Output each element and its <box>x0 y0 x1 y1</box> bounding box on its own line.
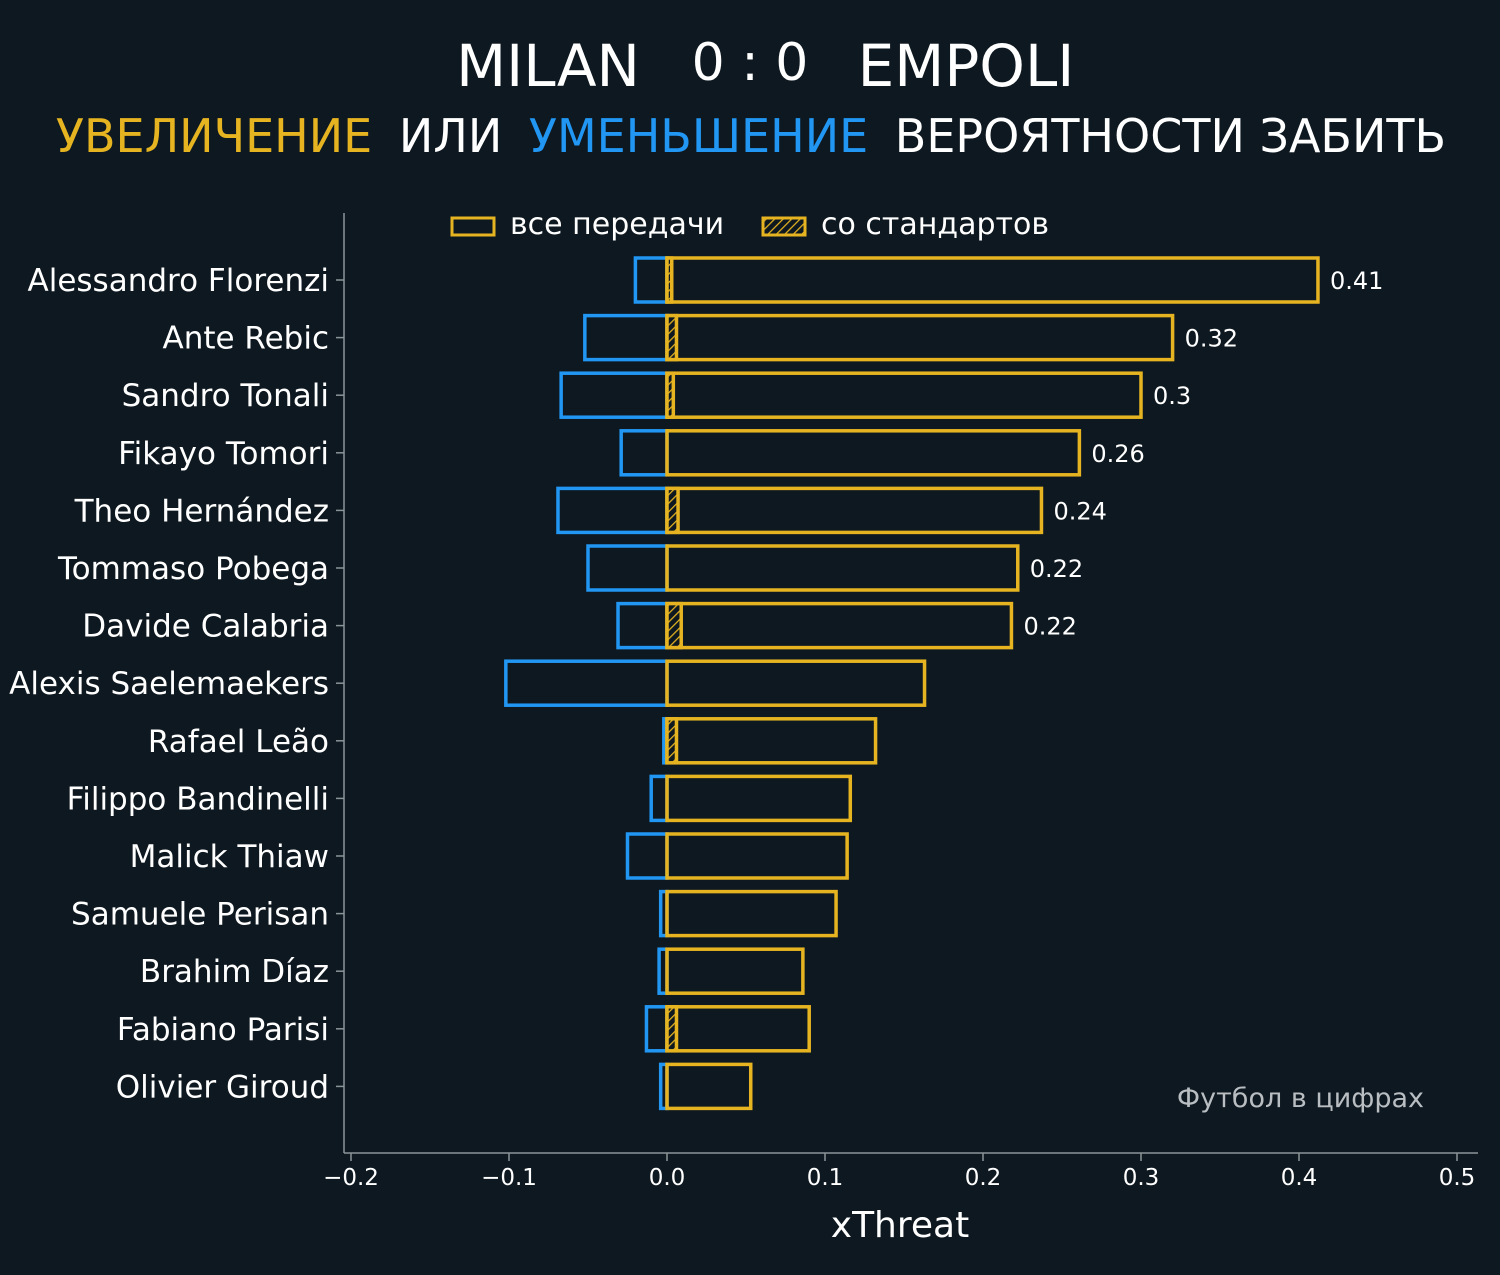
y-tick-label: Davide Calabria <box>82 609 329 645</box>
data-label: 0.24 <box>1053 497 1106 525</box>
subtitle: УВЕЛИЧЕНИЕ ИЛИ УМЕНЬШЕНИЕ ВЕРОЯТНОСТИ ЗА… <box>56 109 1446 163</box>
data-label: 0.26 <box>1091 440 1144 468</box>
y-tick-label: Olivier Giroud <box>116 1069 329 1105</box>
bar-increase <box>665 371 1143 419</box>
x-tick-label: 0.3 <box>1123 1165 1160 1191</box>
legend-all-passes-swatch <box>450 216 496 237</box>
bar-increase <box>665 1062 753 1111</box>
bar-decrease <box>644 1005 669 1053</box>
bar-set-pieces <box>665 717 679 765</box>
bar-decrease <box>633 256 669 304</box>
bar-increase <box>665 774 853 823</box>
bar-set-pieces <box>665 371 676 419</box>
bar-increase <box>665 429 1082 477</box>
bar-increase <box>665 889 838 938</box>
y-tick-label: Malick Thiaw <box>130 839 329 875</box>
y-tick-label: Fikayo Tomori <box>118 436 329 472</box>
x-tick-label: 0.1 <box>807 1165 844 1191</box>
bar-increase <box>665 832 849 880</box>
bar-increase <box>665 717 878 765</box>
bar-set-pieces <box>665 313 679 362</box>
data-label: 0.41 <box>1330 267 1383 295</box>
bar-increase <box>665 947 805 995</box>
bar-increase <box>665 601 1014 650</box>
y-tick-label: Filippo Bandinelli <box>67 781 329 817</box>
x-tick-label: 0.0 <box>649 1165 686 1191</box>
legend-set-pieces-label: со стандартов <box>821 207 1049 242</box>
data-label: 0.22 <box>1030 555 1083 583</box>
x-ticks: −0.2 −0.1 0.0 0.1 0.2 0.3 0.4 0.5 <box>323 1153 1475 1191</box>
x-tick-label: 0.4 <box>1281 1165 1318 1191</box>
bar-increase <box>665 659 927 707</box>
subtitle-rest: ВЕРОЯТНОСТИ ЗАБИТЬ <box>895 109 1446 163</box>
y-tick-label: Rafael Leão <box>148 724 329 760</box>
bar-increase <box>665 544 1020 592</box>
bar-increase <box>665 313 1175 362</box>
bar-set-pieces <box>665 601 683 650</box>
bar-decrease <box>583 313 669 362</box>
bar-decrease <box>586 544 669 592</box>
bar-decrease <box>619 429 669 477</box>
legend-all-passes-label: все передачи <box>510 207 724 242</box>
watermark: Футбол в цифрах <box>1177 1083 1424 1114</box>
title-home: MILAN <box>456 32 640 100</box>
y-tick-label: Sandro Tonali <box>122 378 329 414</box>
y-tick-label: Samuele Perisan <box>71 897 329 933</box>
bar-decrease <box>556 486 669 535</box>
bar-increase <box>665 486 1044 535</box>
data-label: 0.3 <box>1153 382 1191 410</box>
title-score: 0 : 0 <box>692 33 809 93</box>
legend: все передачи со стандартов <box>450 207 1049 242</box>
x-tick-label: 0.5 <box>1439 1165 1476 1191</box>
bar-decrease <box>504 659 669 707</box>
subtitle-decrease: УМЕНЬШЕНИЕ <box>529 109 868 163</box>
legend-set-pieces-swatch <box>761 216 807 237</box>
bar-set-pieces <box>665 486 680 535</box>
bar-decrease <box>625 832 669 880</box>
x-tick-label: 0.2 <box>965 1165 1002 1191</box>
y-tick-label: Brahim Díaz <box>140 954 329 990</box>
bar-decrease <box>616 601 669 650</box>
y-tick-label: Alessandro Florenzi <box>28 263 329 299</box>
x-tick-label: −0.1 <box>481 1165 537 1191</box>
y-tick-label: Tommaso Pobega <box>57 551 329 587</box>
bar-decrease <box>559 371 669 419</box>
title-away: EMPOLI <box>858 32 1075 100</box>
bar-increase <box>665 1005 811 1053</box>
bar-increase <box>665 256 1320 304</box>
y-tick-label: Alexis Saelemaekers <box>9 666 329 702</box>
y-tick-label: Theo Hernández <box>74 493 329 529</box>
bar-set-pieces <box>665 256 674 304</box>
subtitle-increase: УВЕЛИЧЕНИЕ <box>56 109 372 163</box>
y-tick-label: Fabiano Parisi <box>117 1012 329 1048</box>
x-tick-label: −0.2 <box>323 1165 379 1191</box>
data-label: 0.32 <box>1185 325 1238 353</box>
bar-decrease <box>649 774 669 823</box>
y-tick-labels: Alessandro Florenzi Ante Rebic Sandro Tona… <box>9 263 344 1105</box>
bars-group: 0.41 0.32 0.3 0.26 0.24 0.22 0.22 <box>504 256 1383 1111</box>
data-label: 0.22 <box>1023 613 1076 641</box>
y-tick-label: Ante Rebic <box>163 321 330 357</box>
subtitle-or: ИЛИ <box>399 109 502 163</box>
x-axis-label: xThreat <box>831 1205 969 1246</box>
bar-set-pieces <box>665 1005 679 1053</box>
